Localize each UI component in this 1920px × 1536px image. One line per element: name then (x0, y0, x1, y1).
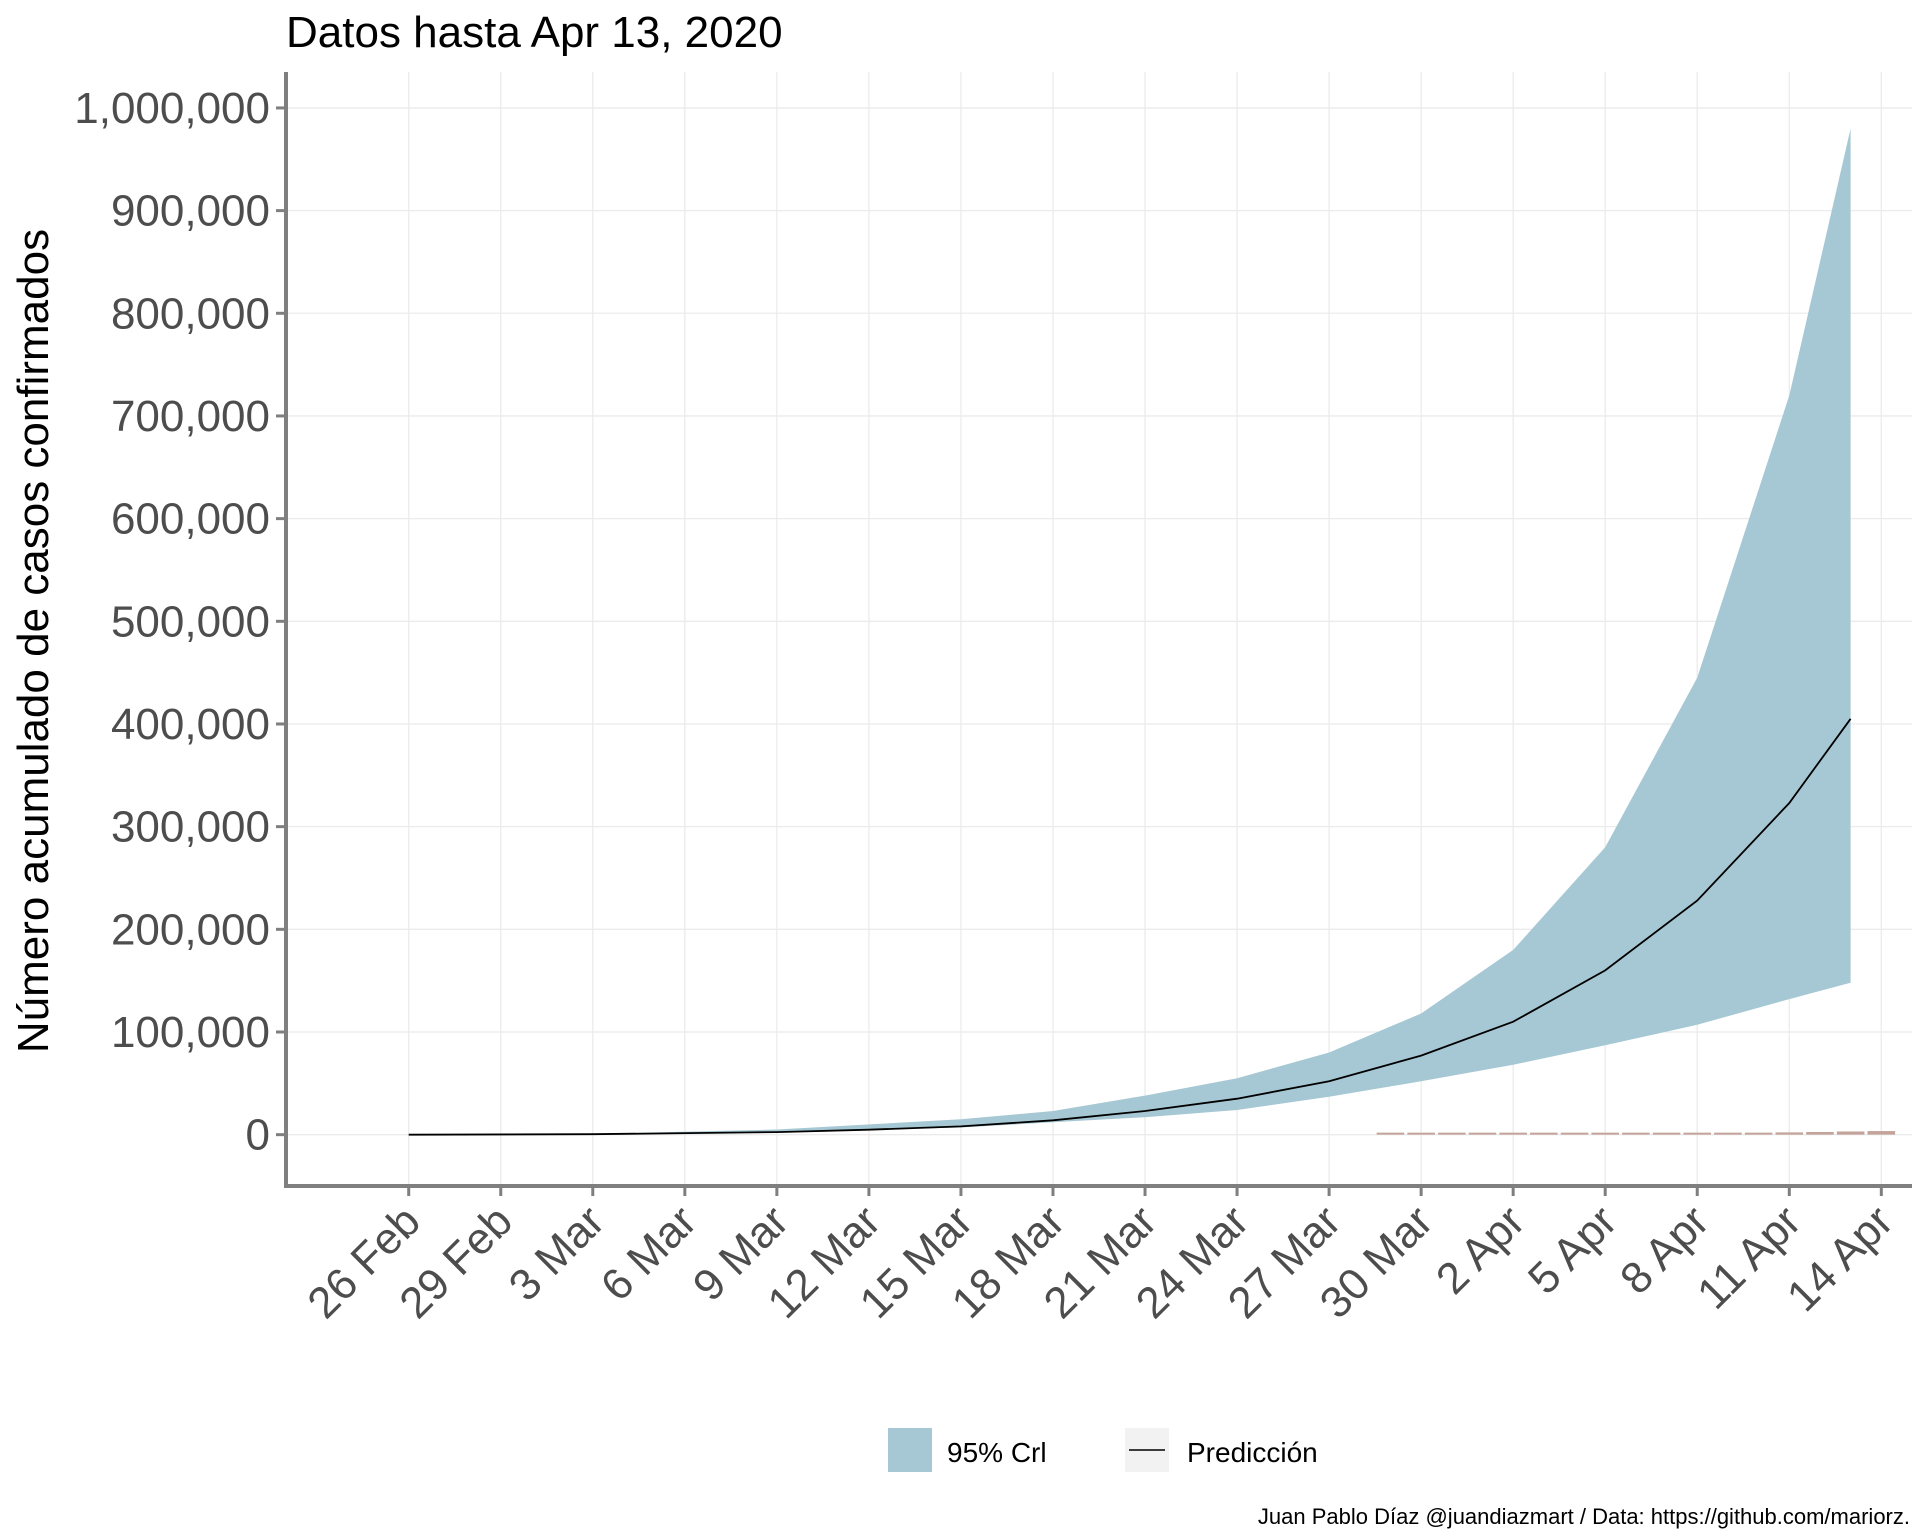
observed-bar-3 (1468, 1132, 1497, 1135)
y-tick-label-3: 300,000 (111, 803, 270, 852)
y-tick-label-5: 500,000 (111, 597, 270, 646)
observed-bar-9 (1652, 1132, 1681, 1135)
y-axis-ticks: 0 100,000 200,000 300,000 400,000 500,000 600,… (74, 84, 286, 1160)
observed-bar-7 (1591, 1132, 1620, 1135)
observed-bar-14 (1806, 1131, 1834, 1135)
observed-bar-11 (1714, 1132, 1742, 1135)
observed-bar-8 (1622, 1132, 1650, 1135)
chart-title: Datos hasta Apr 13, 2020 (286, 8, 783, 57)
legend-swatch-crl (888, 1428, 932, 1472)
y-tick-label-4: 400,000 (111, 700, 270, 749)
y-tick-label-0: 0 (246, 1111, 270, 1160)
y-tick-label-7: 700,000 (111, 392, 270, 441)
y-axis-label: Número acumulado de casos confirmados (9, 229, 58, 1053)
prediction-line-layer (408, 718, 1852, 1136)
observed-bar-6 (1560, 1132, 1589, 1135)
gridlines (286, 72, 1912, 1186)
legend-label-prediccion: Predicción (1187, 1437, 1318, 1468)
observed-bar-16 (1867, 1131, 1896, 1135)
y-tick-label-9: 900,000 (111, 187, 270, 236)
observed-bar-1 (1407, 1132, 1435, 1135)
observed-bar-2 (1438, 1132, 1466, 1135)
y-tick-label-1: 100,000 (111, 1008, 270, 1057)
y-tick-label-6: 600,000 (111, 495, 270, 544)
observed-bar-4 (1499, 1132, 1527, 1135)
y-tick-label-8: 800,000 (111, 289, 270, 338)
legend-label-crl: 95% Crl (947, 1437, 1047, 1468)
x-tick-label-13: 5 Apr (1519, 1196, 1626, 1303)
x-tick-label-12: 2 Apr (1427, 1196, 1534, 1303)
credible-interval-ribbon (408, 128, 1851, 1135)
legend: 95% Crl Predicción (888, 1428, 1318, 1472)
observed-bar-15 (1836, 1131, 1865, 1135)
observed-bar-13 (1775, 1132, 1804, 1135)
observed-bars-layer (1376, 1131, 1896, 1135)
x-tick-label-16: 14 Apr (1778, 1196, 1903, 1321)
prediction-line (408, 718, 1852, 1136)
y-tick-label-10: 1,000,000 (74, 84, 270, 133)
credible-interval-layer (408, 128, 1851, 1135)
observed-bar-10 (1683, 1132, 1712, 1135)
observed-bar-0 (1376, 1132, 1405, 1135)
x-tick-label-3: 6 Mar (592, 1196, 706, 1310)
observed-bar-12 (1744, 1132, 1773, 1135)
x-tick-label-2: 3 Mar (500, 1196, 614, 1310)
observed-bar-5 (1530, 1132, 1558, 1135)
y-tick-label-2: 200,000 (111, 905, 270, 954)
caption: Juan Pablo Díaz @juandiazmart / Data: ht… (1258, 1504, 1910, 1529)
